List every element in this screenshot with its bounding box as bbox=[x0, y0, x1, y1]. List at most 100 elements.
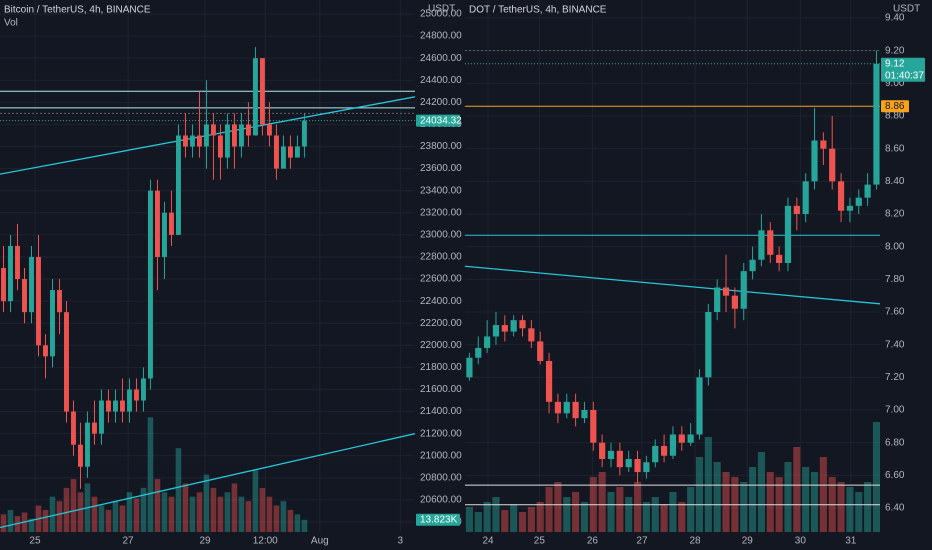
x-tick-label: 30 bbox=[795, 536, 807, 547]
candle-body bbox=[802, 181, 809, 214]
candle-body bbox=[245, 124, 251, 136]
volume-bar bbox=[154, 479, 161, 532]
volume-bar bbox=[819, 457, 827, 532]
candle-body bbox=[252, 58, 258, 136]
candle-body bbox=[155, 190, 160, 257]
candle-body bbox=[590, 410, 597, 443]
candle-body bbox=[820, 140, 827, 149]
y-tick-label: 9.00 bbox=[885, 78, 905, 89]
volume-bar bbox=[704, 437, 712, 532]
candle-body bbox=[652, 445, 659, 463]
volume-bar bbox=[231, 483, 238, 532]
y-tick-label: 21800.00 bbox=[420, 362, 462, 373]
volume-bar bbox=[554, 482, 562, 532]
y-tick-label: 22800.00 bbox=[420, 252, 462, 263]
candle-body bbox=[8, 245, 13, 302]
volume-bar bbox=[77, 492, 84, 532]
candle-body bbox=[811, 140, 818, 182]
candle-body bbox=[231, 124, 237, 147]
candle-body bbox=[259, 58, 265, 125]
candle-body bbox=[572, 401, 579, 419]
volume-bar bbox=[196, 492, 203, 532]
candle-body bbox=[280, 146, 286, 169]
y-tick-label: 22000.00 bbox=[420, 340, 462, 351]
candle-body bbox=[36, 256, 41, 346]
candle-body bbox=[287, 146, 293, 158]
candle-body bbox=[204, 124, 209, 147]
candle-body bbox=[846, 205, 854, 211]
trend-line bbox=[465, 265, 880, 305]
y-tick-label: 20600.00 bbox=[420, 495, 462, 506]
volume-bar bbox=[872, 422, 880, 532]
volume-bar bbox=[7, 509, 14, 532]
y-tick-label: 23200.00 bbox=[420, 207, 462, 218]
candle-body bbox=[793, 205, 800, 214]
candle-body bbox=[92, 422, 97, 434]
candle-body bbox=[120, 400, 125, 412]
volume-bar bbox=[810, 472, 819, 532]
x-tick-label: 25 bbox=[29, 536, 41, 547]
candle-body bbox=[625, 459, 632, 468]
y-tick-label: 21200.00 bbox=[420, 428, 462, 439]
candle-body bbox=[294, 146, 300, 158]
candle-body bbox=[148, 190, 153, 379]
volume-bar bbox=[784, 462, 792, 532]
unit-label: USDT bbox=[893, 4, 920, 15]
volume-bar bbox=[217, 496, 224, 532]
volume-bar bbox=[527, 507, 535, 532]
candle-body bbox=[15, 245, 20, 280]
x-tick-label: 25 bbox=[534, 536, 546, 547]
y-tick-label: 6.40 bbox=[885, 503, 905, 514]
volume-bar bbox=[483, 502, 491, 532]
y-tick-label: 24800.00 bbox=[420, 31, 462, 42]
x-tick-label: 26 bbox=[587, 536, 599, 547]
candle-body bbox=[749, 259, 756, 272]
volume-bar bbox=[301, 519, 308, 532]
volume-bar bbox=[273, 505, 280, 532]
candle-body bbox=[545, 361, 553, 402]
candle-body bbox=[64, 312, 69, 412]
y-tick-label: 24600.00 bbox=[420, 53, 462, 64]
volume-bar bbox=[625, 497, 633, 532]
candle-body bbox=[176, 135, 181, 235]
last-price-box bbox=[416, 114, 460, 127]
y-tick-label: 7.20 bbox=[885, 372, 905, 383]
y-tick-label: 8.20 bbox=[885, 209, 905, 220]
volume-label-box bbox=[416, 513, 460, 526]
candle-body bbox=[784, 205, 792, 263]
volume-bar bbox=[119, 505, 126, 532]
candle-body bbox=[705, 312, 712, 378]
x-tick-label: 29 bbox=[742, 536, 754, 547]
candle-body bbox=[829, 148, 836, 182]
candle-body bbox=[722, 287, 730, 296]
candle-body bbox=[484, 336, 491, 348]
candle-body bbox=[687, 434, 694, 443]
last-price-box bbox=[881, 57, 925, 82]
candle-body bbox=[273, 135, 279, 169]
candle-body bbox=[43, 345, 48, 357]
y-tick-label: 20800.00 bbox=[420, 472, 462, 483]
volume-bar bbox=[607, 492, 615, 532]
candle-body bbox=[873, 63, 880, 185]
volume-bar bbox=[634, 482, 642, 532]
y-tick-label: 21400.00 bbox=[420, 406, 462, 417]
candle-body bbox=[634, 459, 641, 473]
x-tick-label: 3 bbox=[398, 536, 404, 547]
volume-bar bbox=[287, 509, 294, 532]
volume-bar bbox=[105, 509, 112, 532]
chart-title: Bitcoin / TetherUS, 4h, BINANCE bbox=[4, 5, 151, 16]
y-tick-label: 22200.00 bbox=[420, 318, 462, 329]
volume-bar bbox=[536, 502, 544, 532]
y-tick-label: 8.80 bbox=[885, 111, 905, 122]
y-tick-label: 23000.00 bbox=[420, 230, 462, 241]
y-tick-label: 24200.00 bbox=[420, 97, 462, 108]
y-tick-label: 6.60 bbox=[885, 470, 905, 481]
x-tick-label: 27 bbox=[123, 536, 135, 547]
candle-body bbox=[837, 181, 845, 211]
candle-body bbox=[475, 347, 482, 358]
volume-bar bbox=[112, 501, 119, 532]
volume-bar bbox=[580, 502, 588, 532]
volume-bar bbox=[545, 487, 553, 532]
volume-bar bbox=[56, 501, 63, 532]
volume-label: 13.823K bbox=[420, 514, 458, 525]
